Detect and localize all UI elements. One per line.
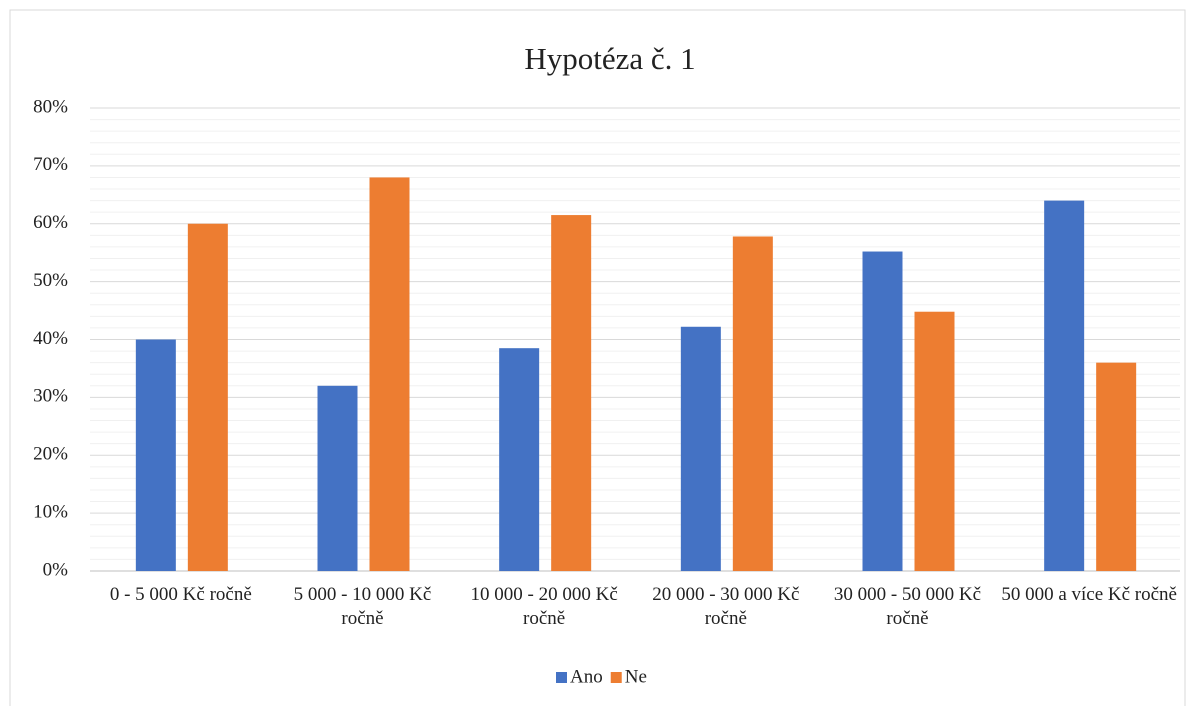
bar — [1044, 200, 1085, 571]
x-tick-label-box: 0 - 5 000 Kč ročně — [109, 584, 252, 605]
bar — [914, 311, 955, 571]
bar — [680, 326, 721, 571]
x-tick-label-box: 30 000 - 50 000 Kč ročně — [833, 584, 982, 629]
x-tick-label: 50 000 a více Kč ročně — [1001, 584, 1177, 605]
x-tick-label-box: 50 000 a více Kč ročně — [1001, 584, 1177, 605]
bar — [135, 339, 176, 571]
y-tick-label: 30% — [33, 386, 68, 407]
y-tick-label: 10% — [33, 501, 68, 522]
x-tick-label: 5 000 - 10 000 Kč ročně — [293, 584, 432, 629]
x-tick-label: 10 000 - 20 000 Kč ročně — [470, 584, 618, 629]
y-tick-label: 40% — [33, 328, 68, 349]
bar — [499, 348, 540, 571]
y-tick-label: 0% — [43, 559, 69, 580]
y-tick-label: 50% — [33, 270, 68, 291]
legend-label: Ano — [570, 666, 603, 687]
x-tick-label: 20 000 - 30 000 Kč ročně — [652, 584, 800, 629]
y-tick-label: 60% — [33, 212, 68, 233]
y-tick-label: 80% — [33, 96, 68, 117]
x-tick-label: 30 000 - 50 000 Kč ročně — [833, 584, 982, 629]
x-tick-label-box: 5 000 - 10 000 Kč ročně — [293, 584, 432, 629]
chart-title: Hypotéza č. 1 — [524, 41, 695, 76]
legend-swatch — [610, 672, 622, 683]
y-tick-label: 70% — [33, 154, 68, 175]
x-tick-label: 0 - 5 000 Kč ročně — [109, 584, 252, 605]
bar — [862, 251, 903, 571]
y-tick-label: 20% — [33, 444, 68, 465]
bar — [732, 236, 773, 572]
bar — [369, 177, 410, 571]
bar — [187, 223, 228, 571]
legend-swatch — [556, 672, 567, 683]
x-tick-label-box: 20 000 - 30 000 Kč ročně — [652, 584, 800, 629]
x-tick-label-box: 10 000 - 20 000 Kč ročně — [470, 584, 618, 629]
bar — [317, 385, 358, 571]
legend-label: Ne — [625, 666, 647, 687]
bar — [551, 215, 592, 571]
bar — [1096, 362, 1137, 571]
